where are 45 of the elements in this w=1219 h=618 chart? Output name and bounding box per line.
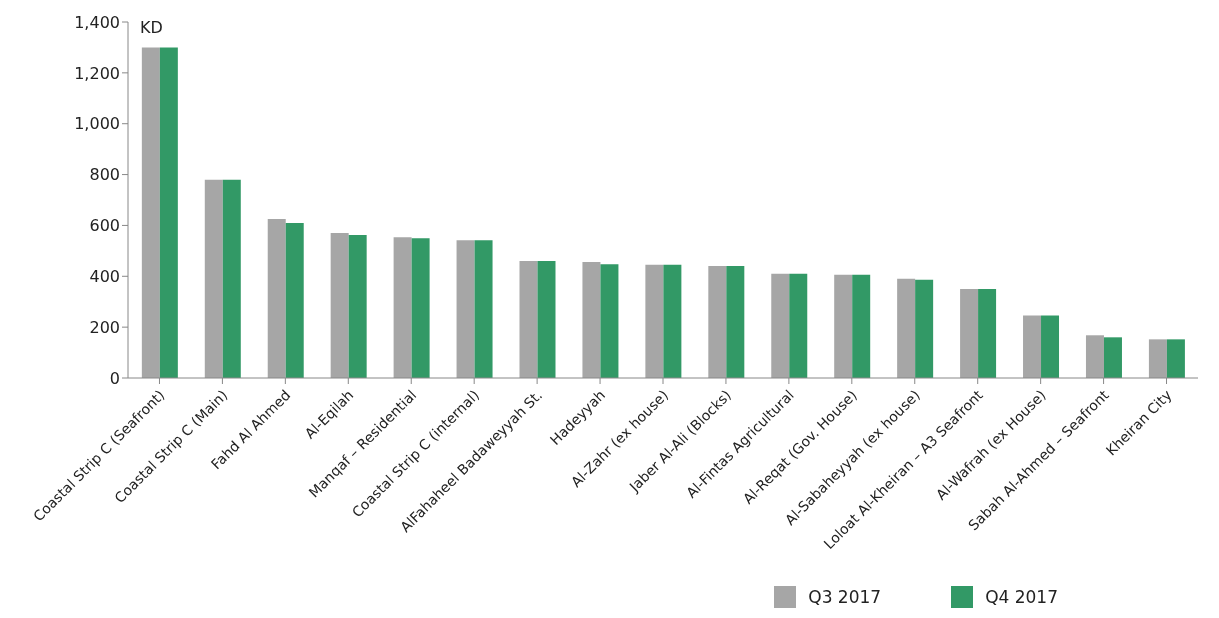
bar	[1085, 335, 1104, 378]
bar	[519, 261, 538, 378]
bar	[852, 274, 871, 378]
bar	[537, 261, 556, 378]
bar	[159, 47, 178, 378]
bar	[411, 238, 430, 378]
bar	[834, 274, 853, 378]
bar	[663, 264, 682, 378]
bar	[393, 237, 412, 378]
bar	[726, 266, 745, 378]
bar	[960, 289, 979, 378]
bar	[222, 179, 241, 378]
y-tick-label: 1,000	[74, 114, 120, 134]
legend-label: Q3 2017	[808, 587, 882, 607]
bar	[1041, 315, 1060, 378]
bar	[474, 240, 493, 378]
bar	[897, 278, 916, 378]
bar	[267, 219, 286, 378]
y-tick-label: 1,200	[74, 63, 120, 83]
bar	[1103, 337, 1122, 378]
bar	[285, 222, 304, 378]
bar	[141, 47, 160, 378]
y-tick-label: 200	[89, 317, 120, 337]
bar	[348, 235, 367, 378]
bar	[600, 264, 619, 378]
y-tick-label: 400	[89, 266, 120, 286]
bar	[456, 240, 475, 378]
bar	[330, 233, 349, 378]
bar	[582, 262, 601, 378]
y-tick-label: 1,400	[74, 12, 120, 32]
bar	[708, 266, 727, 378]
bar	[1023, 315, 1042, 378]
bar	[771, 273, 790, 378]
bar	[1148, 339, 1167, 378]
bar	[978, 289, 997, 378]
bar	[1166, 339, 1185, 378]
y-tick-label: 0	[109, 368, 120, 388]
bar	[645, 264, 664, 378]
y-tick-label: 800	[89, 165, 120, 185]
bar	[204, 179, 223, 378]
bar	[789, 273, 808, 378]
bar	[915, 279, 934, 378]
legend-label: Q4 2017	[985, 587, 1058, 607]
y-tick-label: 600	[89, 216, 120, 236]
y-axis-title: KD	[140, 18, 163, 37]
